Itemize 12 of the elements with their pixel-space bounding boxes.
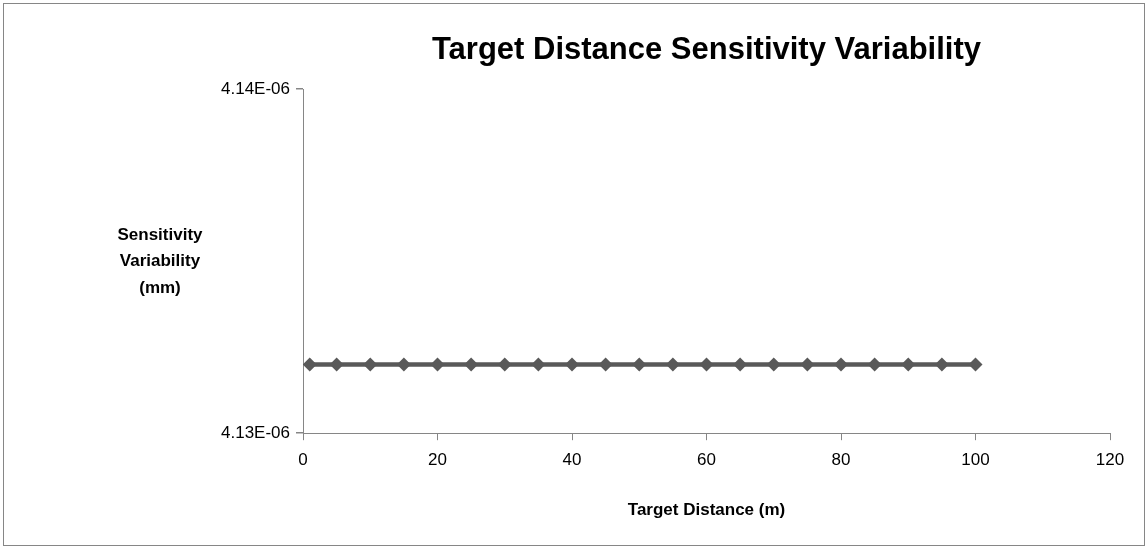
x-tick-label: 40 (562, 450, 582, 470)
x-tick-label: 20 (428, 450, 447, 470)
x-tick-label: 60 (697, 450, 716, 470)
x-tick-label: 100 (961, 450, 990, 470)
y-tick-label: 4.14E-06 (221, 78, 290, 98)
chart-title: Target Distance Sensitivity Variability (431, 31, 982, 67)
x-tick-label: 120 (1095, 450, 1125, 470)
x-tick-label: 0 (298, 450, 308, 470)
y-tick-label: 4.13E-06 (221, 422, 290, 442)
x-axis-title: Target Distance (m) (627, 500, 786, 520)
y-axis-title: Sensitivity Variability (mm) (116, 224, 204, 299)
x-tick-label: 80 (831, 450, 851, 470)
